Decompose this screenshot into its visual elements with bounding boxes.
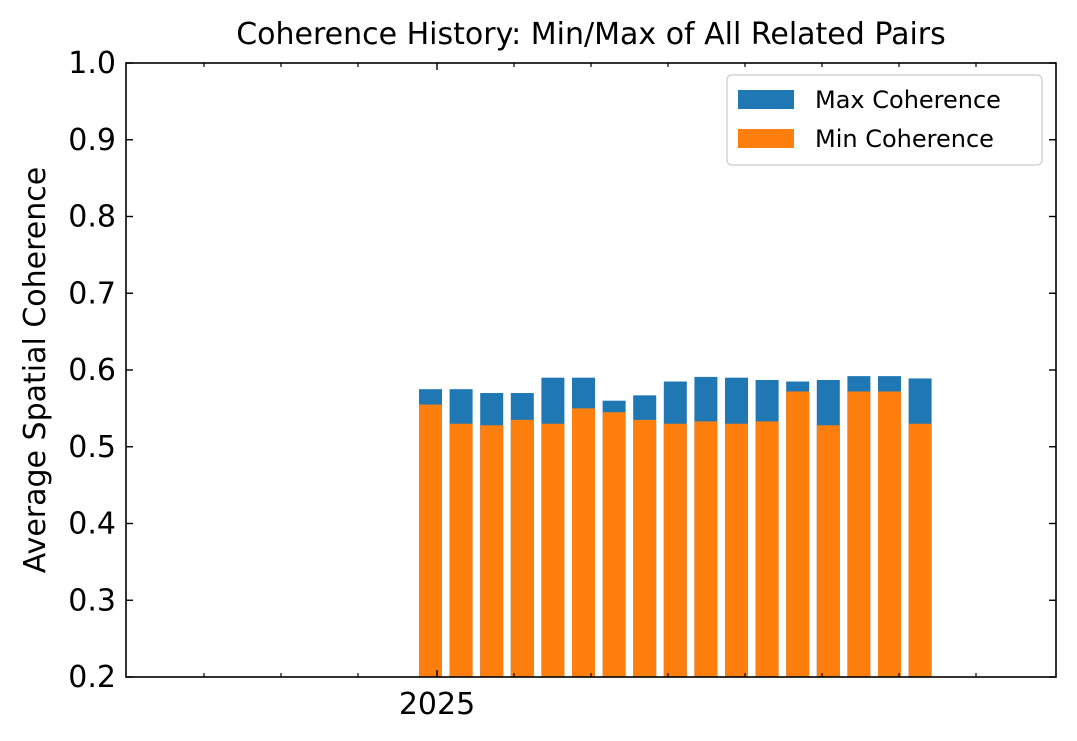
y-tick-label: 0.8 [68,200,116,235]
y-tick-label: 0.7 [68,276,116,311]
bar-min-coherence [480,425,504,677]
bar-min-coherence [510,419,534,677]
bar-min-coherence [541,423,565,677]
y-tick-label: 0.4 [68,507,116,542]
bar-min-coherence [694,421,718,677]
bar-min-coherence [878,391,901,677]
bar-min-coherence [419,404,442,677]
x-tick-label: 2025 [399,687,475,722]
y-tick-label: 1.0 [68,46,116,81]
legend: Max Coherence Min Coherence [726,74,1043,166]
y-tick-label: 0.9 [68,123,116,158]
bar-min-coherence [847,391,871,677]
y-tick-label: 0.5 [68,430,116,465]
y-tick-label: 0.3 [68,583,116,618]
ticks-group: 0.2 0.3 0.4 0.5 0.6 0.7 0.8 0.9 1.0 2025 [68,46,1056,722]
bar-min-coherence [633,419,657,677]
y-axis-label: Average Spatial Coherence [18,167,53,573]
bar-min-coherence [755,421,779,677]
bar-min-coherence [816,425,840,677]
bar-min-coherence [725,423,748,677]
bar-min-coherence [663,423,687,677]
bar-min-coherence [602,412,626,677]
bar-min-coherence [449,423,473,677]
bar-min-coherence [908,423,932,677]
bars-group [419,376,932,677]
legend-swatch [738,129,794,148]
y-tick-label: 0.6 [68,353,116,388]
bar-min-coherence [572,408,595,677]
y-tick-label: 0.2 [68,660,116,695]
bar-min-coherence [786,391,810,677]
legend-label: Min Coherence [815,125,994,153]
plot-frame [125,62,1057,678]
legend-label: Max Coherence [815,86,1001,114]
legend-box [726,74,1043,166]
chart-title: Coherence History: Min/Max of All Relate… [236,17,946,52]
legend-swatch [738,90,794,109]
